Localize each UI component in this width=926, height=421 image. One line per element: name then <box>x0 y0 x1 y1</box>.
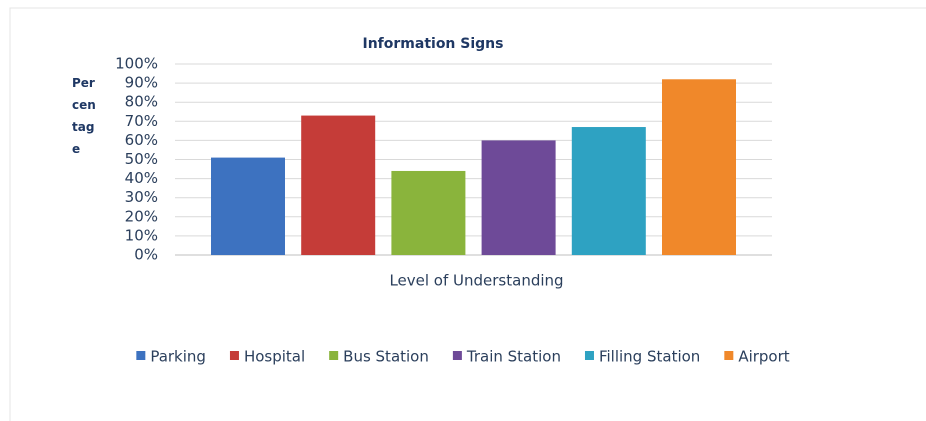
legend-label: Train Station <box>466 348 561 366</box>
bar <box>571 127 646 255</box>
legend-label: Bus Station <box>343 348 429 366</box>
y-tick-label: 80% <box>125 93 158 111</box>
y-tick-label: 40% <box>125 169 158 187</box>
chart-title: Information Signs <box>363 36 504 52</box>
bar <box>301 115 376 255</box>
legend-swatch <box>724 351 734 360</box>
legend-swatch <box>452 351 462 360</box>
y-tick-label: 100% <box>115 55 158 73</box>
legend-swatch <box>136 351 146 360</box>
y-tick-label: 0% <box>134 246 158 264</box>
y-tick-label: 10% <box>125 226 158 244</box>
bar <box>211 157 285 255</box>
y-tick-label: 60% <box>125 131 158 149</box>
frame <box>9 7 926 421</box>
y-tick-label: 70% <box>125 112 158 130</box>
x-tick-label: Level of Understanding <box>389 272 563 290</box>
legend-swatch <box>329 351 339 360</box>
legend-swatch <box>229 351 239 360</box>
bar <box>662 79 736 255</box>
legend-label: Hospital <box>244 348 305 366</box>
y-tick-label: 20% <box>125 207 158 225</box>
y-axis-title: Percentage <box>72 76 96 156</box>
legend-swatch <box>584 351 594 360</box>
y-tick-label: 90% <box>125 74 158 92</box>
legend-label: Airport <box>738 348 789 366</box>
legend-label: Filling Station <box>599 348 700 366</box>
y-tick-label: 30% <box>125 188 158 206</box>
y-tick-label: 50% <box>125 150 158 168</box>
legend-label: Parking <box>150 348 206 366</box>
bar <box>481 140 556 255</box>
bar <box>391 170 466 255</box>
